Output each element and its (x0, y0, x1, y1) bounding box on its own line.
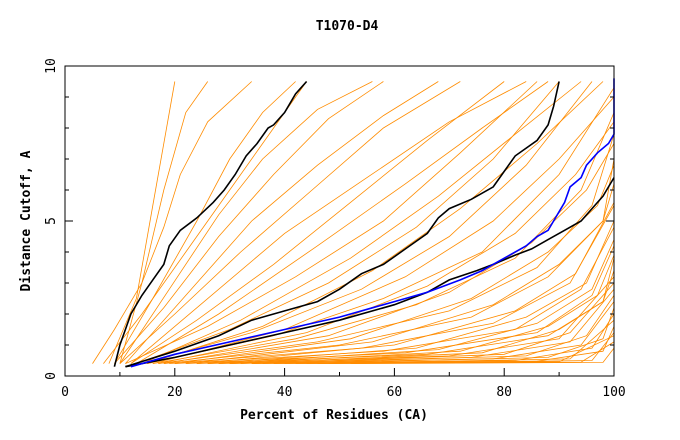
x-tick-label: 40 (277, 385, 293, 400)
chart-title: T1070-D4 (316, 19, 379, 34)
background-series-line (136, 81, 549, 364)
background-series-line (196, 202, 615, 364)
background-series-line (114, 81, 384, 364)
background-series-line (158, 121, 615, 364)
background-series-line (163, 158, 615, 364)
background-series-line (125, 81, 538, 364)
x-axis-label: Percent of Residues (CA) (240, 408, 428, 423)
x-tick-label: 20 (167, 385, 183, 400)
background-series-line (130, 81, 527, 364)
background-series-line (141, 81, 582, 364)
y-tick-label: 5 (44, 217, 59, 225)
background-series-line (103, 81, 307, 364)
background-series-line (306, 319, 615, 364)
background-series-line (163, 143, 615, 364)
background-series-line (284, 307, 615, 364)
background-series-line (114, 81, 296, 364)
background-series-line (185, 183, 615, 364)
background-series-line (158, 134, 615, 364)
background-series-line (251, 282, 615, 364)
highlight-series-line-black (125, 81, 560, 368)
y-tick-label: 10 (44, 58, 59, 74)
background-series-line (262, 295, 615, 364)
background-series-line (130, 81, 505, 364)
x-tick-label: 60 (387, 385, 403, 400)
background-series-line (152, 112, 615, 364)
background-series-line (119, 81, 209, 364)
y-axis-label: Distance Cutoff, A (19, 150, 34, 291)
background-series-line (108, 81, 176, 364)
background-series-line (147, 81, 604, 364)
y-axis-ticks: 0 5 10 (44, 58, 614, 380)
background-series-line (141, 81, 593, 364)
background-series-line (136, 81, 560, 364)
background-series-line (328, 332, 615, 364)
background-series-line (350, 347, 615, 364)
highlight-series-group (113, 78, 615, 368)
background-series-line (125, 81, 439, 364)
background-series-line (207, 220, 615, 364)
highlight-series-line-black (113, 80, 308, 367)
highlight-series-line-blue (130, 78, 615, 368)
plot-area (92, 78, 615, 368)
background-series-line (119, 81, 373, 364)
x-axis-ticks: 0 20 40 60 80 100 (61, 368, 626, 400)
x-tick-label: 80 (496, 385, 512, 400)
background-series-line (218, 239, 615, 364)
background-series-line (119, 81, 461, 364)
x-tick-label: 0 (61, 385, 69, 400)
x-tick-label: 100 (602, 385, 625, 400)
background-series-line (92, 81, 252, 364)
background-series-line (229, 254, 615, 364)
y-tick-label: 0 (44, 372, 59, 380)
